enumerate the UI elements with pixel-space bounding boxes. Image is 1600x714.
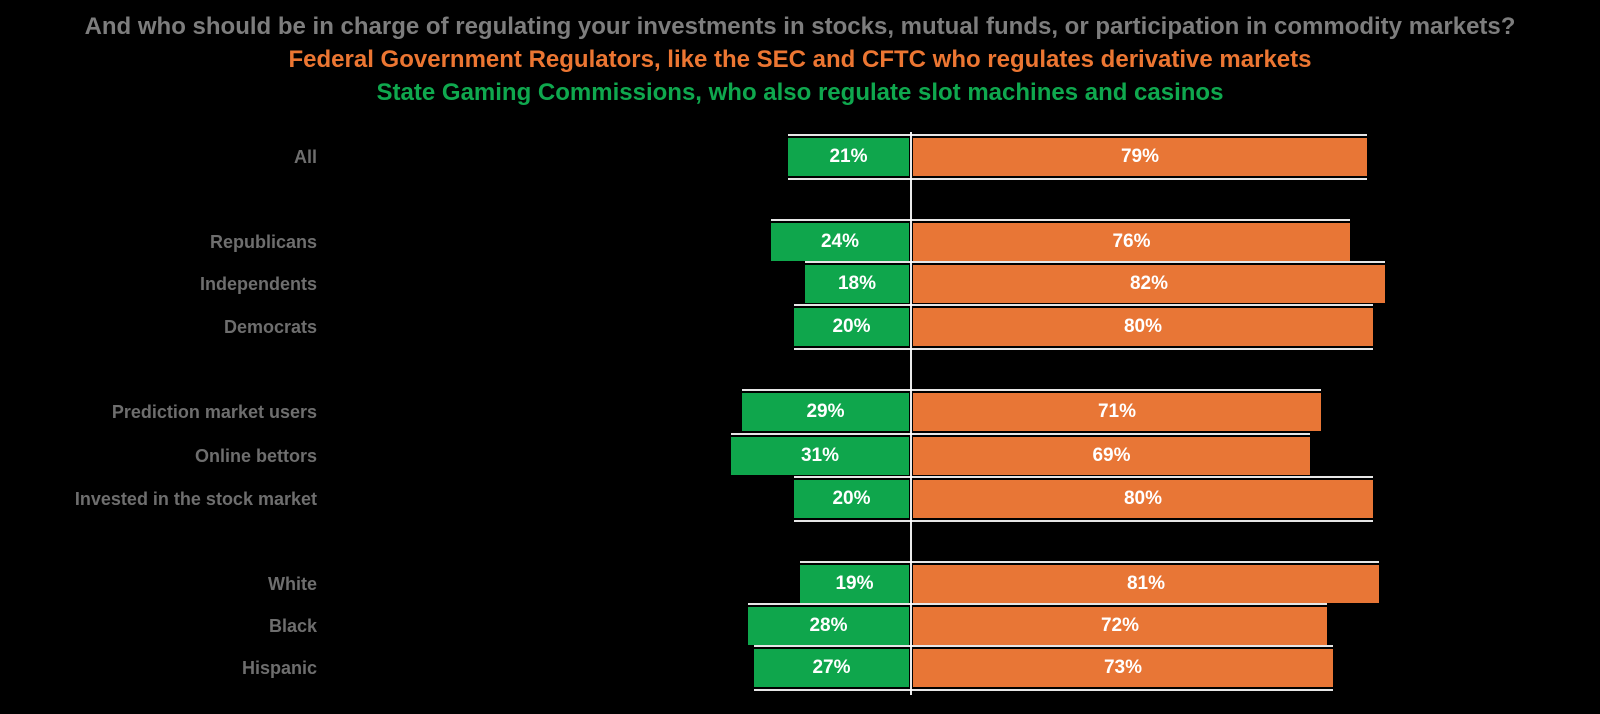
row-divider-line [731,433,1310,435]
state-gaming-bar: 20% [794,480,909,518]
group-divider-line [771,219,1350,221]
bar-value-label: 19% [835,573,874,594]
state-gaming-bar: 20% [794,308,909,346]
bar-value-label: 21% [829,146,868,167]
federal-regulators-bar: 72% [913,607,1327,645]
group-divider-line [794,348,1373,350]
category-label: Hispanic [241,658,317,678]
federal-regulators-bar: 82% [913,265,1385,303]
bar-value-label: 28% [809,615,848,636]
state-gaming-bar: 19% [800,565,909,603]
bar-value-label: 72% [1100,615,1140,636]
federal-regulators-bar: 71% [913,393,1321,431]
bar-value-label: 73% [1103,657,1143,678]
chart-title-block: And who should be in charge of regulatin… [0,10,1600,109]
bar-value-label: 71% [1097,401,1137,422]
row-divider-line [794,476,1373,478]
bar-value-label: 76% [1112,231,1151,252]
category-label: Prediction market users [111,402,317,422]
group-divider-line [742,389,1321,391]
federal-regulators-bar: 80% [913,308,1373,346]
bar-row-online-bettors: Online bettors 31% 69% [0,433,1600,475]
bar-row-independents: Independents 18% 82% [0,261,1600,303]
legend-federal-regulators: Federal Government Regulators, like the … [288,46,1312,73]
state-gaming-bar: 27% [754,649,909,687]
row-divider-line [805,261,1385,263]
bar-row-hispanic: Hispanic 27% 73% [0,645,1600,691]
bar-value-label: 20% [832,488,871,509]
bar-value-label: 29% [806,401,845,422]
category-label: Online bettors [194,446,317,466]
bar-value-label: 82% [1129,273,1169,294]
bar-value-label: 24% [820,231,860,252]
bar-row-invested-stock-market: Invested in the stock market 20% 80% [0,476,1600,522]
category-label: Independents [199,274,317,294]
state-gaming-bar: 29% [742,393,909,431]
state-gaming-bar: 28% [748,607,909,645]
category-label: Invested in the stock market [74,489,317,509]
bar-row-prediction-market-users: Prediction market users 29% 71% [0,389,1600,431]
row-divider-line [754,645,1333,647]
federal-regulators-bar: 81% [913,565,1379,603]
category-label: Black [268,616,317,636]
group-divider-line [794,520,1373,522]
group-divider-line [788,134,1367,136]
group-divider-line [788,178,1367,180]
row-divider-line [748,603,1327,605]
federal-regulators-bar: 79% [913,138,1367,176]
bar-value-label: 79% [1120,146,1160,167]
state-gaming-bar: 18% [805,265,909,303]
bar-value-label: 80% [1123,488,1163,509]
federal-regulators-bar: 73% [913,649,1333,687]
federal-regulators-bar: 69% [913,437,1310,475]
bar-value-label: 31% [800,445,840,466]
legend-state-gaming: State Gaming Commissions, who also regul… [376,79,1224,106]
category-label: Democrats [223,317,317,337]
bar-row-all: All 21% 79% [0,134,1600,180]
state-gaming-bar: 21% [788,138,909,176]
group-divider-line [800,561,1379,563]
category-label: Republicans [209,232,317,252]
federal-regulators-bar: 80% [913,480,1373,518]
category-label: All [293,147,317,167]
bar-value-label: 81% [1126,573,1166,594]
bar-value-label: 18% [837,273,877,294]
bar-row-democrats: Democrats 20% 80% [0,304,1600,350]
row-divider-line [794,304,1373,306]
state-gaming-bar: 31% [731,437,909,475]
bar-value-label: 80% [1123,316,1163,337]
bar-value-label: 27% [812,657,851,678]
chart-question-title: And who should be in charge of regulatin… [84,13,1516,40]
bar-value-label: 69% [1092,445,1131,466]
federal-regulators-bar: 76% [913,223,1350,261]
group-divider-line [754,689,1333,691]
bar-row-white: White 19% 81% [0,561,1600,603]
bar-row-black: Black 28% 72% [0,603,1600,645]
bar-value-label: 20% [832,316,871,337]
center-axis-line [910,132,912,695]
category-label: White [268,574,317,594]
bar-row-republicans: Republicans 24% 76% [0,219,1600,261]
state-gaming-bar: 24% [771,223,909,261]
